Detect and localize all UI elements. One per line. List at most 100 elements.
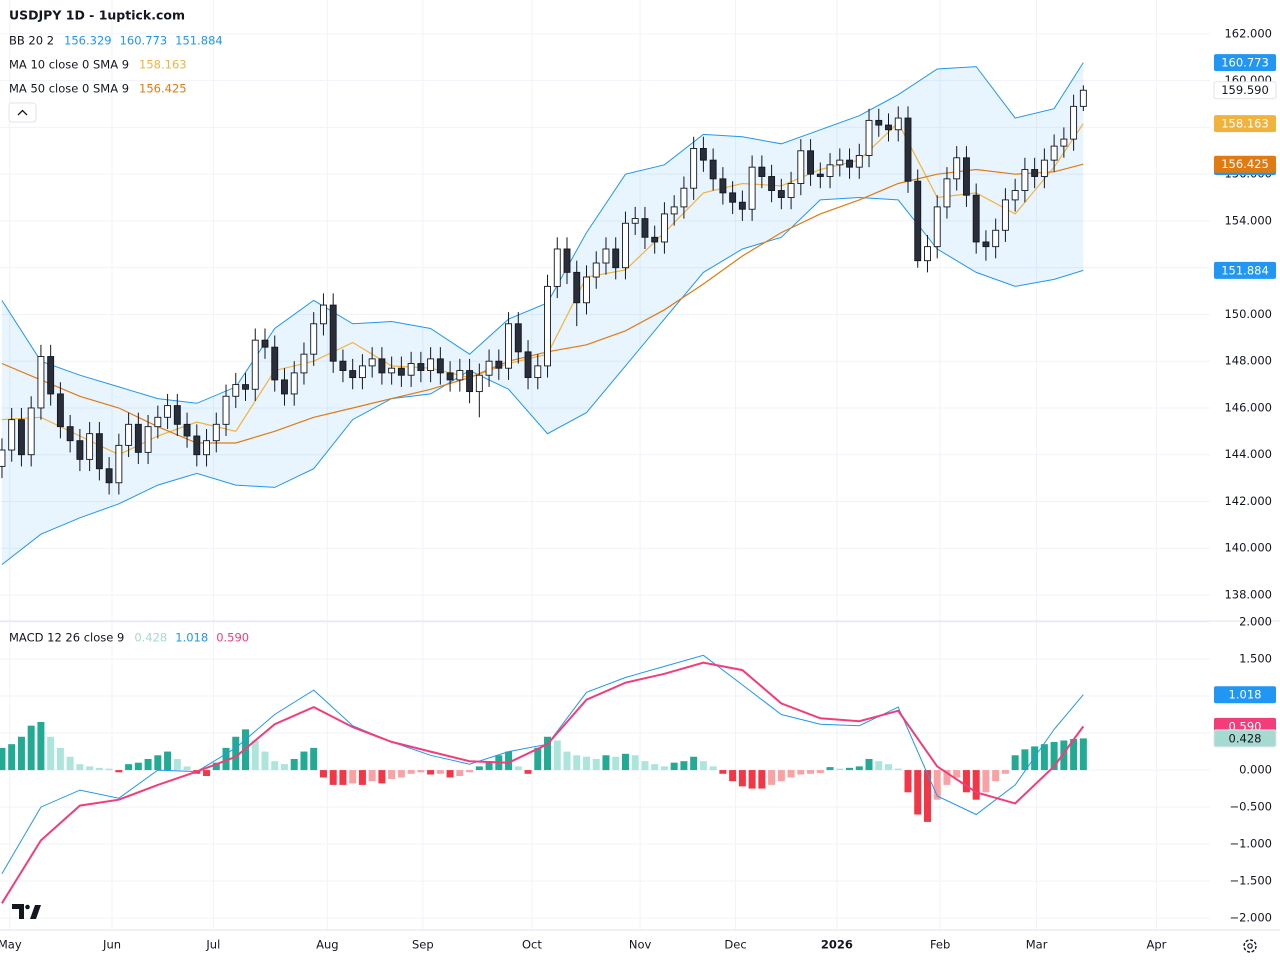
- candle-body: [982, 241, 990, 248]
- histogram-bar: [329, 770, 337, 785]
- price-tag-label: 0.428: [1229, 731, 1262, 745]
- chevron-icon: [17, 109, 28, 116]
- legend-label: MA 50 close 0 SMA 9: [9, 82, 129, 96]
- candle-body: [797, 150, 805, 184]
- histogram-bar: [446, 770, 454, 778]
- histogram-bar: [904, 770, 912, 793]
- candle-body: [544, 285, 551, 367]
- legend-label: MA 10 close 0 SMA 9: [9, 58, 129, 72]
- histogram-bar: [1040, 744, 1048, 771]
- histogram-bar: [1060, 740, 1068, 771]
- histogram-bar: [582, 756, 590, 771]
- histogram-bar: [154, 755, 162, 771]
- candle-body: [1079, 89, 1087, 107]
- collapse-button[interactable]: [8, 102, 37, 123]
- legend-value: 0.428: [134, 631, 167, 645]
- x-tick-label: Jul: [205, 938, 220, 952]
- candle-body: [1021, 169, 1029, 191]
- candle-body: [1031, 169, 1039, 177]
- candle-body: [27, 407, 35, 456]
- candle-body: [397, 367, 405, 376]
- histogram-bar: [0, 747, 6, 771]
- histogram-bar: [37, 721, 45, 771]
- price-tag: [1214, 686, 1276, 704]
- candle-body: [631, 218, 639, 224]
- histogram-bar: [748, 770, 756, 789]
- candle-body: [709, 159, 717, 180]
- candle-body: [446, 372, 454, 381]
- candle-body: [933, 206, 941, 248]
- settings-button[interactable]: [1243, 939, 1257, 953]
- candle-body: [612, 248, 620, 269]
- candle-body: [319, 304, 327, 325]
- histogram-bar: [105, 768, 113, 771]
- histogram-bar: [563, 751, 571, 771]
- histogram-bar: [758, 770, 766, 789]
- candle-body: [1040, 159, 1048, 177]
- x-tick-label: Jun: [102, 938, 121, 952]
- histogram-bar: [1070, 738, 1078, 771]
- candle-body: [641, 218, 649, 238]
- candle-body: [125, 423, 133, 446]
- histogram-bar: [1011, 755, 1019, 771]
- candle-body: [271, 346, 279, 381]
- candle-body: [904, 117, 912, 182]
- histogram-bar: [846, 767, 854, 771]
- histogram-bar: [66, 756, 74, 771]
- histogram-bar: [1079, 738, 1087, 771]
- histogram-bar: [378, 770, 386, 784]
- price-tag: [1213, 81, 1277, 100]
- histogram-bar: [8, 744, 16, 771]
- candle-body: [358, 365, 366, 379]
- histogram-bar: [514, 766, 522, 771]
- histogram-bar: [962, 770, 970, 793]
- price-tag-label: 1.018: [1229, 688, 1262, 702]
- histogram-bar: [115, 770, 123, 773]
- legend-label: BB 20 2: [9, 34, 54, 48]
- price-tag: [1214, 155, 1276, 173]
- candle-body: [1060, 138, 1068, 147]
- histogram-bar: [203, 770, 211, 776]
- histogram-bar: [251, 740, 259, 771]
- histogram-bar: [475, 766, 483, 771]
- histogram-bar: [631, 755, 639, 771]
- candle-body: [436, 358, 444, 374]
- histogram-bar: [885, 764, 893, 771]
- candle-body: [962, 157, 970, 196]
- histogram-bar: [212, 762, 220, 771]
- collapse-button-box[interactable]: [8, 102, 37, 123]
- histogram-bar: [17, 736, 25, 771]
- candle-body: [154, 416, 162, 428]
- candle-body: [573, 271, 581, 304]
- candle-body: [164, 405, 172, 418]
- legend-value: 156.329: [64, 34, 112, 48]
- y-tick-label: 162.000: [1224, 26, 1272, 40]
- indicator-line: [1, 196, 1084, 565]
- histogram-bar: [651, 764, 659, 771]
- candle-body: [592, 262, 600, 278]
- histogram-bar: [641, 761, 649, 771]
- candle-body: [748, 166, 756, 210]
- histogram-bar: [388, 770, 396, 779]
- candle-body: [807, 150, 815, 175]
- candle-body: [924, 246, 931, 262]
- histogram-bar: [826, 767, 834, 771]
- candle-body: [699, 148, 707, 161]
- histogram-bar: [865, 758, 873, 771]
- candle-body: [144, 426, 152, 453]
- histogram-bar: [300, 751, 308, 771]
- histogram-bar: [125, 764, 133, 771]
- candle-body: [777, 190, 785, 198]
- histogram-bar: [310, 747, 318, 771]
- histogram-bar: [27, 725, 35, 771]
- candle-body: [47, 356, 55, 395]
- histogram-bar: [427, 770, 435, 775]
- gear-center: [1247, 943, 1253, 949]
- histogram-bar: [164, 751, 172, 771]
- candle-body: [553, 248, 561, 287]
- candle-body: [768, 176, 776, 191]
- candle-body: [758, 166, 766, 177]
- tv-logo[interactable]: [12, 904, 41, 919]
- histogram-bar: [894, 768, 902, 771]
- candle-body: [826, 164, 834, 177]
